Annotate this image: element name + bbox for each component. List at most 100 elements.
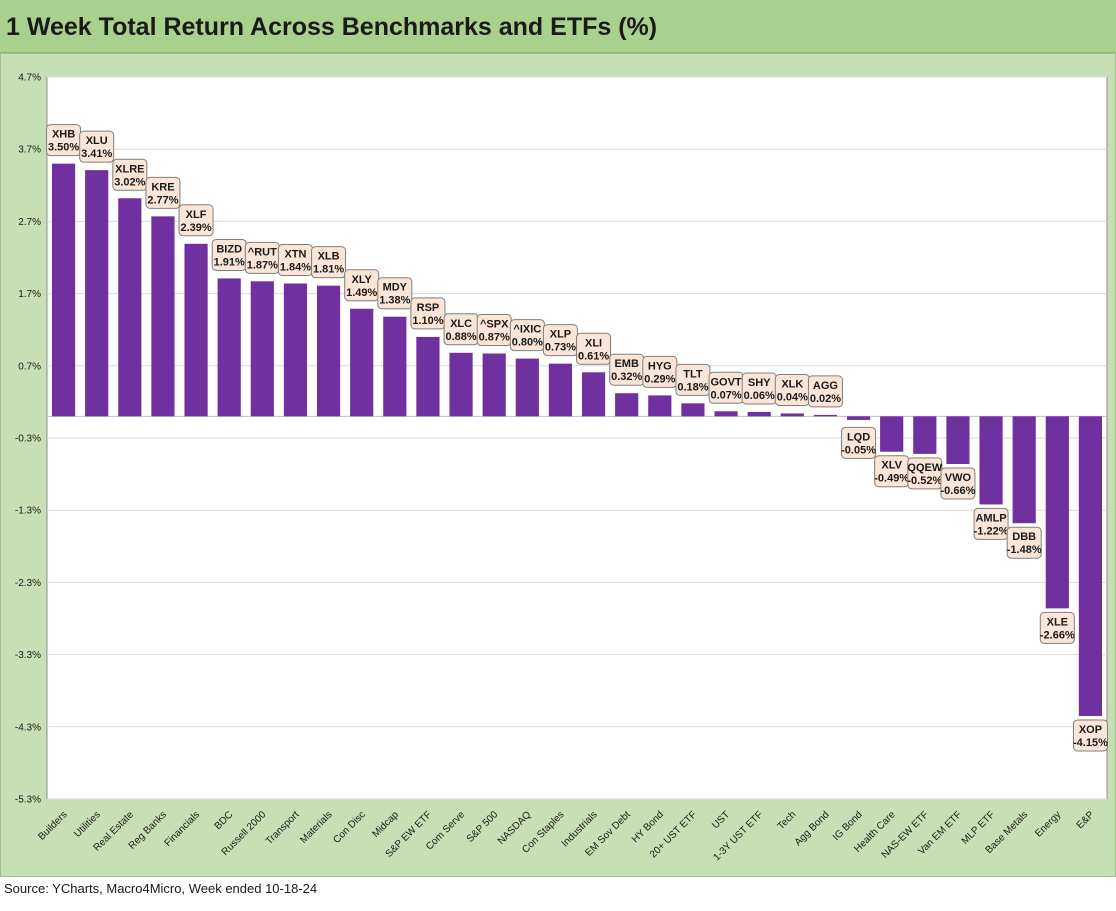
x-tick-label: Midcap bbox=[370, 809, 401, 840]
source-note: Source: YCharts, Macro4Micro, Week ended… bbox=[4, 881, 318, 896]
data-label: AMLP-1.22% bbox=[973, 507, 1009, 540]
x-tick-label: Materials bbox=[298, 809, 334, 845]
data-label-ticker: XLE bbox=[1047, 616, 1068, 628]
data-label-ticker: XLI bbox=[585, 337, 602, 349]
data-label-value: -4.15% bbox=[1073, 737, 1108, 749]
bar bbox=[846, 416, 871, 420]
data-label-box bbox=[410, 297, 446, 330]
data-label-value: -2.66% bbox=[1040, 629, 1075, 641]
data-label-value: -0.66% bbox=[941, 485, 976, 497]
data-label-value: 3.02% bbox=[114, 176, 145, 188]
x-tick-label: Agg Bond bbox=[793, 809, 832, 848]
bar bbox=[250, 281, 274, 417]
x-tick-label: Tech bbox=[776, 809, 799, 832]
y-tick-label: -1.3% bbox=[15, 506, 41, 517]
y-tick-label: -4.3% bbox=[15, 722, 41, 733]
bar bbox=[913, 416, 937, 454]
data-label-value: 1.10% bbox=[412, 315, 443, 327]
x-tick-label: BDC bbox=[213, 809, 236, 832]
y-tick-label: 2.7% bbox=[18, 217, 41, 228]
data-label-ticker: TLT bbox=[683, 368, 703, 380]
chart-title: 1 Week Total Return Across Benchmarks an… bbox=[6, 13, 658, 41]
data-label-value: 0.18% bbox=[677, 381, 708, 393]
data-label-ticker: XLB bbox=[318, 251, 340, 263]
data-label: XLV-0.49% bbox=[874, 455, 909, 488]
bar bbox=[217, 278, 241, 417]
y-tick-label: 3.7% bbox=[18, 145, 41, 156]
x-tick-label: Builders bbox=[36, 809, 69, 842]
data-label: LQD-0.05% bbox=[841, 426, 876, 459]
data-label-ticker: LQD bbox=[847, 431, 870, 443]
bar bbox=[581, 372, 606, 417]
data-label-ticker: HYG bbox=[648, 360, 672, 372]
bar bbox=[316, 285, 341, 417]
bar bbox=[813, 414, 838, 417]
x-tick-label: Transport bbox=[264, 809, 302, 847]
data-label-ticker: AGG bbox=[813, 380, 838, 392]
data-label-ticker: EMB bbox=[614, 358, 639, 370]
y-tick-label: 1.7% bbox=[18, 289, 41, 300]
bar bbox=[548, 363, 573, 417]
bar bbox=[449, 352, 473, 417]
data-label: XOP-4.15% bbox=[1072, 719, 1108, 752]
bar bbox=[515, 358, 539, 417]
bar bbox=[747, 412, 771, 417]
bar bbox=[85, 170, 109, 417]
data-label-box bbox=[178, 204, 214, 237]
data-label-value: 3.50% bbox=[48, 142, 79, 154]
data-label-ticker: GOVT bbox=[710, 376, 741, 388]
data-label: QQEW-0.52% bbox=[907, 457, 943, 490]
bar bbox=[880, 416, 904, 452]
data-label-box bbox=[1072, 719, 1108, 752]
y-tick-label: 0.7% bbox=[18, 361, 41, 372]
y-tick-label: -0.3% bbox=[15, 434, 41, 445]
bar bbox=[714, 411, 738, 417]
data-label-ticker: XLY bbox=[351, 274, 372, 286]
bar bbox=[648, 395, 672, 417]
data-label-ticker: VWO bbox=[945, 472, 972, 484]
data-label-box bbox=[377, 277, 413, 310]
data-label-value: 1.49% bbox=[346, 287, 377, 299]
data-label-ticker: XLU bbox=[86, 135, 108, 147]
data-label-value: 0.02% bbox=[810, 393, 841, 405]
data-label-value: 0.80% bbox=[512, 337, 543, 349]
data-label-ticker: XTN bbox=[284, 248, 306, 260]
data-label-value: 0.88% bbox=[445, 331, 476, 343]
data-label-ticker: RSP bbox=[417, 302, 440, 314]
data-label-value: 1.87% bbox=[247, 259, 278, 271]
x-tick-label: Utilities bbox=[72, 809, 103, 840]
data-label-ticker: SHY bbox=[748, 377, 771, 389]
data-label-ticker: ^IXIC bbox=[513, 324, 541, 336]
data-label-ticker: XLRE bbox=[115, 163, 144, 175]
data-label-value: -1.22% bbox=[974, 525, 1009, 537]
bar bbox=[416, 336, 440, 417]
data-label-ticker: DBB bbox=[1012, 531, 1036, 543]
bar bbox=[383, 316, 407, 417]
bar-chart: 4.7% 3.7% 2.7% 1.7% 0.7% -0.3% -1.3% -2.3% -3.3%… bbox=[15, 73, 1108, 864]
data-label-value: 0.29% bbox=[644, 373, 675, 385]
data-label-box bbox=[576, 332, 612, 365]
bar bbox=[283, 283, 308, 417]
y-tick-label: 4.7% bbox=[18, 73, 41, 84]
data-label-box bbox=[973, 507, 1009, 540]
data-label-value: 0.07% bbox=[710, 389, 741, 401]
data-label-value: 1.81% bbox=[313, 264, 344, 276]
bar bbox=[118, 198, 142, 417]
data-label-value: 3.41% bbox=[81, 148, 112, 160]
title-bar: 1 Week Total Return Across Benchmarks an… bbox=[0, 0, 1116, 53]
x-tick-label: Financials bbox=[163, 809, 203, 849]
data-label-value: 0.06% bbox=[744, 390, 775, 402]
bar bbox=[1012, 416, 1036, 524]
data-label-value: 0.61% bbox=[578, 350, 609, 362]
data-label: VWO-0.66% bbox=[940, 467, 976, 500]
